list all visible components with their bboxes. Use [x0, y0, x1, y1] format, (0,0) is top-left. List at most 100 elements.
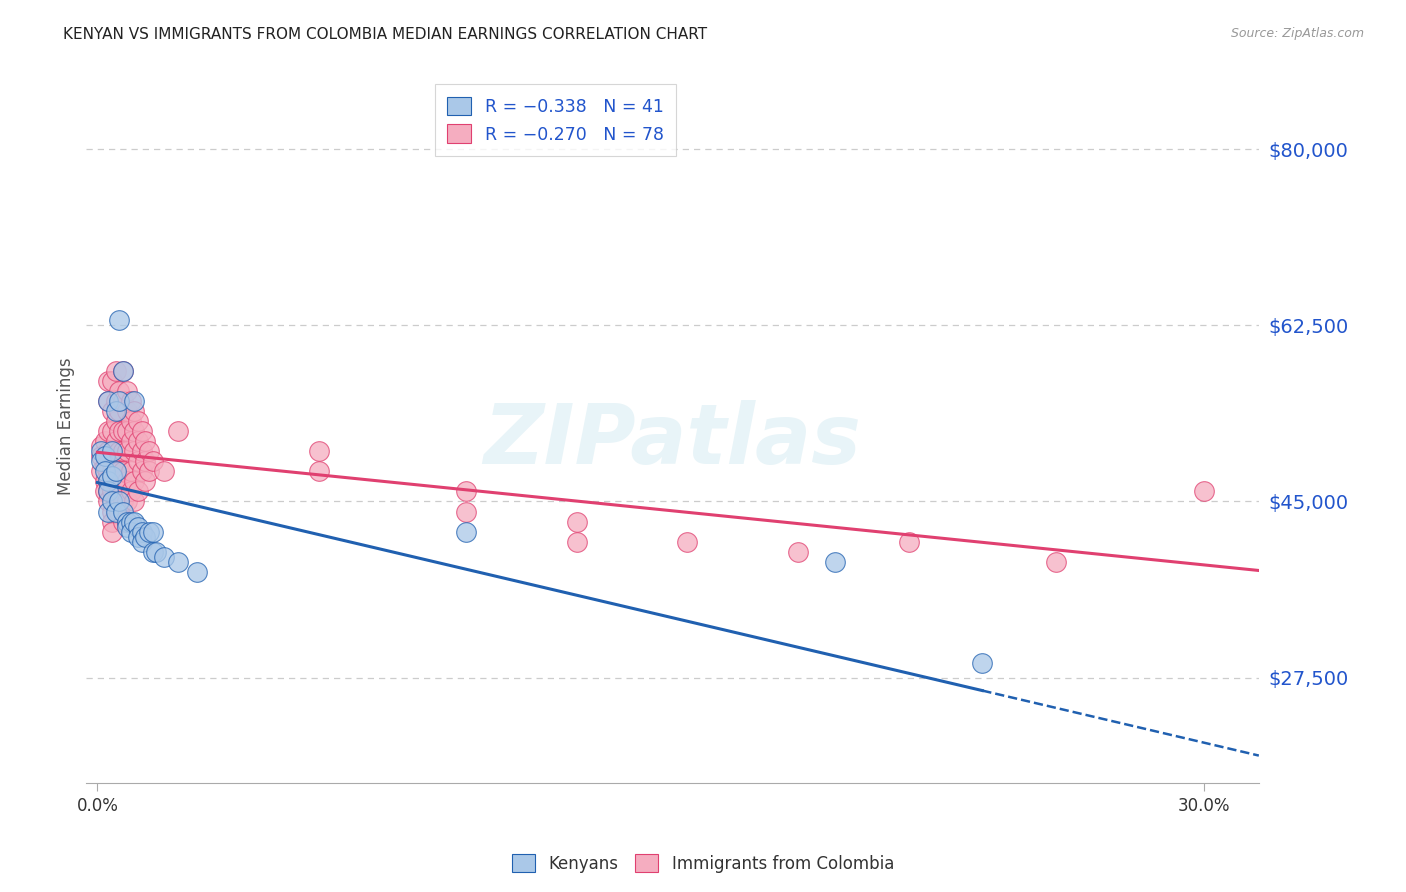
Point [101, 504, 124, 518]
Point [127, 434, 149, 448]
Point [127, 414, 149, 428]
Point [138, 444, 160, 458]
Point [112, 494, 135, 508]
Point [131, 424, 153, 438]
Point [104, 454, 127, 468]
Point [565, 515, 588, 529]
Point [97, 484, 120, 499]
Point [108, 464, 131, 478]
Point [115, 384, 138, 398]
Point [112, 363, 135, 377]
Point [101, 464, 124, 478]
Point [115, 515, 138, 529]
Point [120, 434, 142, 448]
Point [97, 494, 120, 508]
Point [134, 530, 156, 544]
Point [115, 515, 138, 529]
Point [115, 475, 138, 489]
Point [145, 545, 167, 559]
Point [454, 524, 477, 539]
Point [1045, 555, 1067, 569]
Point [97, 475, 120, 489]
Point [897, 534, 920, 549]
Point [120, 393, 142, 408]
Point [127, 454, 149, 468]
Point [90, 439, 112, 453]
Y-axis label: Median Earnings: Median Earnings [58, 357, 75, 495]
Point [93, 459, 115, 474]
Point [134, 454, 156, 468]
Point [131, 464, 153, 478]
Point [122, 404, 145, 418]
Point [97, 475, 120, 489]
Point [104, 393, 127, 408]
Point [93, 475, 115, 489]
Point [122, 424, 145, 438]
Point [104, 363, 127, 377]
Point [108, 404, 131, 418]
Point [97, 374, 120, 388]
Point [120, 515, 142, 529]
Point [131, 534, 153, 549]
Point [122, 494, 145, 508]
Point [101, 484, 124, 499]
Point [120, 414, 142, 428]
Point [97, 444, 120, 458]
Point [108, 384, 131, 398]
Point [186, 565, 208, 579]
Point [787, 545, 810, 559]
Point [115, 424, 138, 438]
Point [115, 444, 138, 458]
Point [115, 494, 138, 508]
Point [112, 515, 135, 529]
Point [308, 444, 330, 458]
Point [134, 475, 156, 489]
Point [142, 524, 165, 539]
Point [101, 469, 124, 483]
Point [127, 519, 149, 533]
Point [112, 363, 135, 377]
Point [104, 404, 127, 418]
Point [108, 313, 131, 327]
Point [104, 464, 127, 478]
Point [101, 494, 124, 508]
Point [112, 424, 135, 438]
Point [93, 449, 115, 463]
Point [454, 484, 477, 499]
Point [127, 530, 149, 544]
Point [1081, 791, 1104, 805]
Point [101, 424, 124, 438]
Point [112, 464, 135, 478]
Text: KENYAN VS IMMIGRANTS FROM COLOMBIA MEDIAN EARNINGS CORRELATION CHART: KENYAN VS IMMIGRANTS FROM COLOMBIA MEDIA… [63, 27, 707, 42]
Point [115, 519, 138, 533]
Legend: R = −0.338   N = 41, R = −0.270   N = 78: R = −0.338 N = 41, R = −0.270 N = 78 [434, 85, 676, 156]
Point [97, 393, 120, 408]
Point [676, 534, 699, 549]
Point [108, 494, 131, 508]
Point [90, 444, 112, 458]
Point [138, 464, 160, 478]
Point [120, 524, 142, 539]
Point [101, 524, 124, 539]
Text: ZIPatlas: ZIPatlas [484, 400, 862, 481]
Point [90, 464, 112, 478]
Point [104, 494, 127, 508]
Point [122, 444, 145, 458]
Point [972, 656, 994, 670]
Point [101, 404, 124, 418]
Point [97, 393, 120, 408]
Point [308, 464, 330, 478]
Point [108, 504, 131, 518]
Point [122, 515, 145, 529]
Point [101, 444, 124, 458]
Point [115, 404, 138, 418]
Point [120, 484, 142, 499]
Point [142, 545, 165, 559]
Point [131, 524, 153, 539]
Point [93, 464, 115, 478]
Point [565, 534, 588, 549]
Point [152, 464, 174, 478]
Point [167, 555, 190, 569]
Point [104, 434, 127, 448]
Point [104, 475, 127, 489]
